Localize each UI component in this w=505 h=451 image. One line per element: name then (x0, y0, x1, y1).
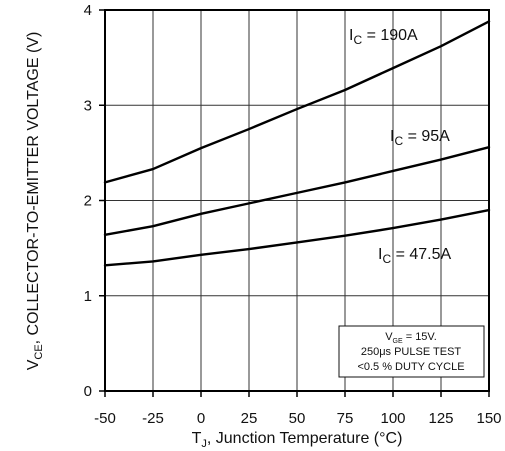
series-layer (103, 20, 491, 267)
y-axis-title: VCE, COLLECTOR-TO-EMITTER VOLTAGE (V) (25, 32, 45, 371)
series-label-95a-subscript: C (394, 134, 403, 148)
series-label-190a-subscript: C (353, 33, 362, 47)
x-tick-label-3: 25 (241, 410, 258, 427)
series-label-95a-prefix: I (390, 128, 394, 145)
test-condition-line-3: <0.5 % DUTY CYCLE (357, 361, 464, 373)
series-line-2 (103, 208, 491, 267)
series-label-95a-suffix: = 95A (403, 128, 450, 145)
x-tick-label-5: 75 (337, 410, 354, 427)
series-line-0 (103, 20, 491, 184)
series-label-47-5a-subscript: C (382, 252, 391, 266)
x-tick-label-7: 125 (428, 410, 453, 427)
y-tick-label-3: 3 (84, 97, 92, 114)
x-tick-label-4: 50 (289, 410, 306, 427)
test-condition-line-2: 250μs PULSE TEST (361, 346, 462, 358)
x-axis-title-prefix: T (192, 430, 202, 447)
y-tick-label-2: 2 (84, 193, 92, 210)
plot-frame (104, 9, 490, 392)
x-tick-label-6: 100 (380, 410, 405, 427)
tick-layer: -50 -25 0 25 50 75 100 125 150 0 1 2 3 4 (84, 2, 502, 427)
series-label-190a-prefix: I (349, 27, 353, 44)
y-axis-title-prefix: V (25, 359, 42, 370)
series-label-47-5a: IC = 47.5A (378, 246, 452, 266)
series-label-47-5a-prefix: I (378, 246, 382, 263)
x-axis-title-subscript: J (201, 438, 207, 450)
test-condition-note: VGE = 15V. 250μs PULSE TEST <0.5 % DUTY … (338, 325, 485, 378)
y-tick-label-0: 0 (84, 383, 92, 400)
series-label-95a: IC = 95A (390, 128, 450, 148)
test-condition-line-1-subscript: GE (393, 338, 403, 345)
test-condition-line-1-suffix: = 15V. (403, 331, 437, 343)
grid-layer (105, 10, 489, 391)
y-tick-label-4: 4 (84, 2, 92, 19)
x-tick-label-1: -25 (142, 410, 164, 427)
y-axis-title-suffix: , COLLECTOR-TO-EMITTER VOLTAGE (V) (25, 32, 42, 345)
test-condition-line-1-prefix: V (385, 331, 393, 343)
series-label-190a-suffix: = 190A (362, 27, 418, 44)
test-condition-box (338, 325, 485, 378)
x-tick-label-2: 0 (197, 410, 205, 427)
x-axis-title-suffix: , Junction Temperature (°C) (207, 430, 403, 447)
test-condition-line-1: VGE = 15V. (385, 331, 437, 345)
series-line-1 (103, 145, 491, 236)
series-label-47-5a-suffix: = 47.5A (391, 246, 451, 263)
y-axis-title-subscript: CE (33, 344, 45, 359)
x-tick-label-8: 150 (476, 410, 501, 427)
x-tick-label-0: -50 (94, 410, 116, 427)
y-tick-label-1: 1 (84, 288, 92, 305)
x-axis-title: TJ, Junction Temperature (°C) (192, 430, 403, 450)
series-label-190a: IC = 190A (349, 27, 418, 47)
